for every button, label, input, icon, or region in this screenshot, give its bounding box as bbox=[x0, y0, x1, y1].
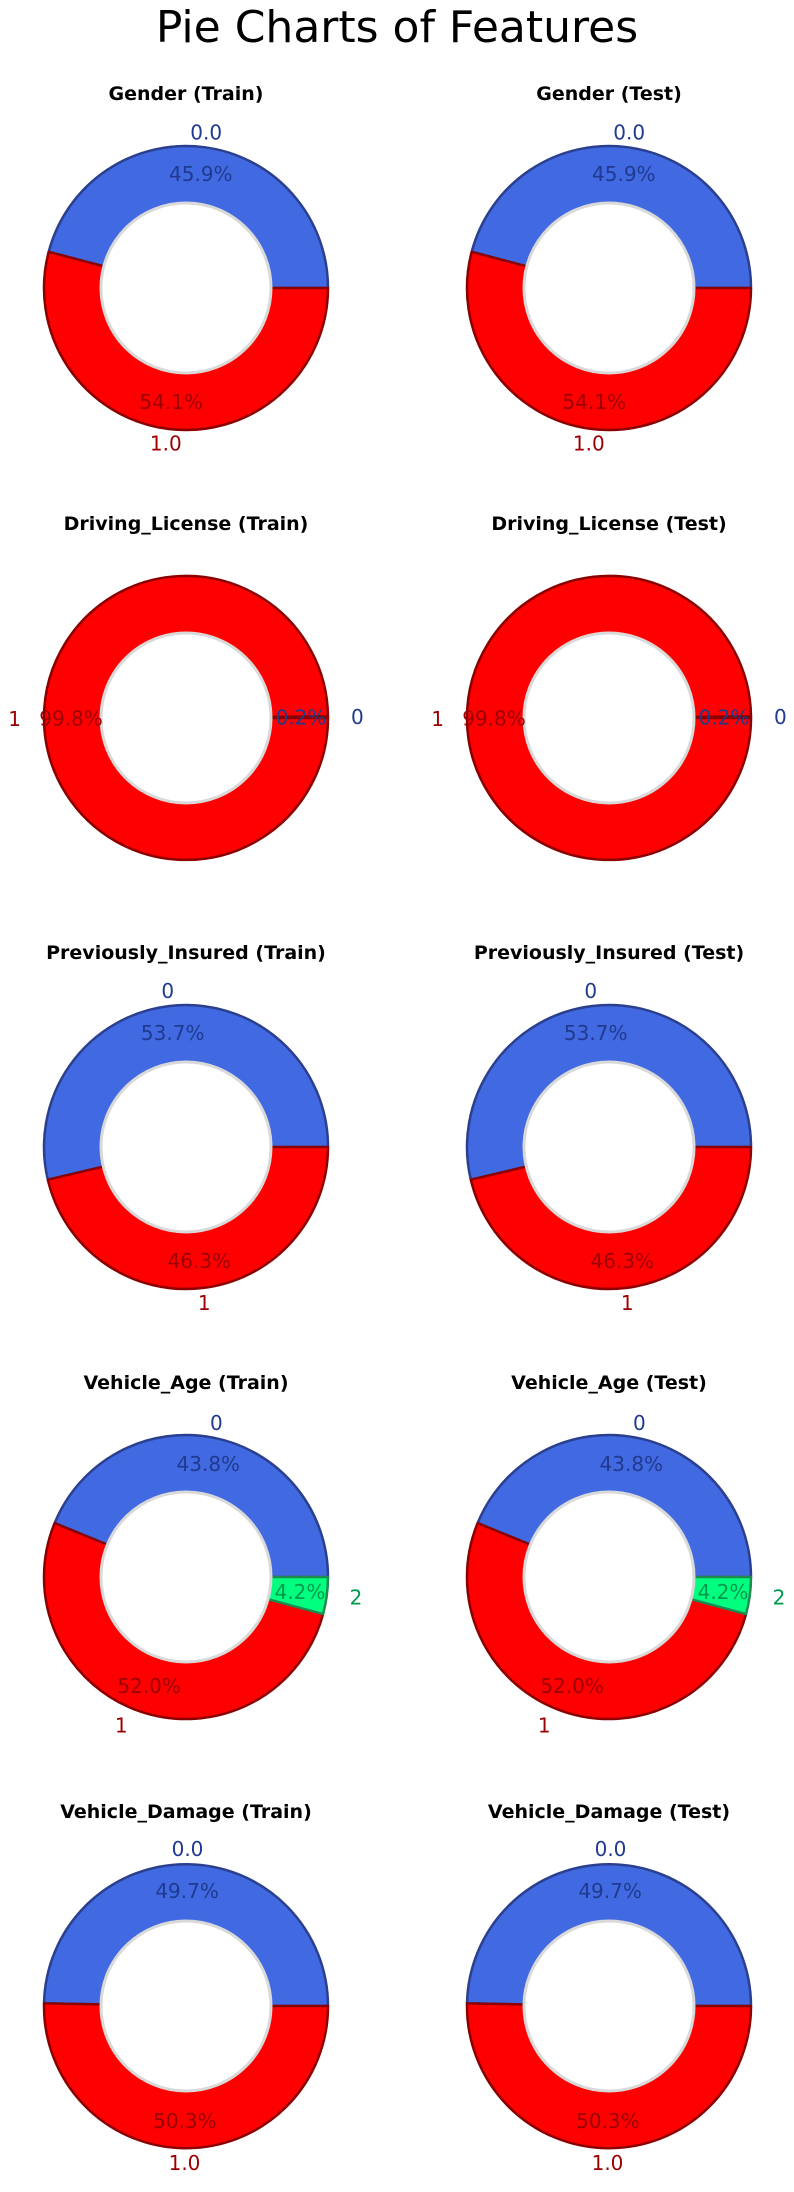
slice-category-label: 1 bbox=[198, 1291, 211, 1315]
slice-percent-label: 53.7% bbox=[141, 1021, 205, 1045]
donut-hole bbox=[99, 1919, 273, 2093]
pie-chart: Vehicle_Damage (Test) 0.0 49.7% 1.0 50.3% bbox=[465, 1801, 753, 2175]
slice-category-label: 2 bbox=[350, 1586, 363, 1610]
donut-hole bbox=[99, 1060, 273, 1234]
pie-chart: Previously_Insured (Train) 0 53.7% 1 46.3% bbox=[42, 942, 330, 1315]
slice-percent-label: 49.7% bbox=[155, 1879, 219, 1903]
chart-title: Gender (Test) bbox=[536, 83, 682, 105]
slice-percent-label: 99.8% bbox=[39, 707, 103, 731]
slice-category-label: 1 bbox=[115, 1714, 128, 1738]
slice-category-label: 2 bbox=[773, 1586, 786, 1610]
slice-category-label: 1.0 bbox=[150, 432, 182, 456]
slice-category-label: 0.0 bbox=[172, 1837, 204, 1861]
slice-percent-label: 43.8% bbox=[600, 1452, 664, 1476]
donut-hole bbox=[522, 1060, 696, 1234]
slice-percent-label: 50.3% bbox=[153, 2109, 217, 2133]
figure-title: Pie Charts of Features bbox=[155, 2, 639, 53]
chart-title: Vehicle_Damage (Train) bbox=[60, 1801, 312, 1823]
donut-hole bbox=[99, 631, 273, 805]
slice-percent-label: 50.3% bbox=[576, 2109, 640, 2133]
pie-chart: Vehicle_Age (Train) 0 43.8% 1 52.0% 2 4.2% bbox=[42, 1372, 363, 1738]
slice-category-label: 1.0 bbox=[592, 2151, 624, 2175]
donut-hole bbox=[522, 631, 696, 805]
slice-category-label: 1.0 bbox=[169, 2151, 201, 2175]
slice-percent-label: 49.7% bbox=[578, 1879, 642, 1903]
pie-chart: Previously_Insured (Test) 0 53.7% 1 46.3% bbox=[465, 942, 753, 1315]
slice-percent-label: 46.3% bbox=[168, 1249, 232, 1273]
donut-hole bbox=[522, 201, 696, 375]
donut-hole bbox=[99, 201, 273, 375]
chart-title: Previously_Insured (Train) bbox=[46, 942, 326, 964]
slice-category-label: 1.0 bbox=[573, 432, 605, 456]
slice-percent-label: 0.2% bbox=[276, 705, 327, 729]
pie-chart: Vehicle_Damage (Train) 0.0 49.7% 1.0 50.3% bbox=[42, 1801, 330, 2175]
slice-percent-label: 54.1% bbox=[139, 390, 203, 414]
chart-title: Previously_Insured (Test) bbox=[474, 942, 744, 964]
slice-percent-label: 53.7% bbox=[564, 1021, 628, 1045]
slice-percent-label: 0.2% bbox=[699, 705, 750, 729]
slice-category-label: 1 bbox=[621, 1291, 634, 1315]
pie-chart: Driving_License (Test) 0 0.2% 1 99.8% bbox=[431, 513, 787, 862]
slice-percent-label: 4.2% bbox=[698, 1580, 749, 1604]
slice-percent-label: 52.0% bbox=[540, 1674, 604, 1698]
slice-percent-label: 43.8% bbox=[177, 1452, 241, 1476]
slice-category-label: 1 bbox=[8, 707, 21, 731]
chart-title: Vehicle_Age (Train) bbox=[83, 1372, 288, 1394]
pie-chart: Vehicle_Age (Test) 0 43.8% 1 52.0% 2 4.2% bbox=[465, 1372, 786, 1738]
donut-hole bbox=[522, 1919, 696, 2093]
slice-percent-label: 54.1% bbox=[562, 390, 626, 414]
slice-category-label: 0 bbox=[774, 705, 787, 729]
chart-title: Gender (Train) bbox=[109, 83, 264, 105]
slice-category-label: 0 bbox=[161, 979, 174, 1003]
chart-title: Vehicle_Damage (Test) bbox=[488, 1801, 730, 1823]
slice-category-label: 0 bbox=[351, 705, 364, 729]
slice-percent-label: 46.3% bbox=[591, 1249, 655, 1273]
slice-category-label: 0 bbox=[210, 1411, 223, 1435]
pie-chart: Driving_License (Train) 0 0.2% 1 99.8% bbox=[8, 513, 364, 862]
slice-category-label: 0.0 bbox=[613, 120, 645, 144]
slice-percent-label: 4.2% bbox=[275, 1580, 326, 1604]
slice-category-label: 0.0 bbox=[190, 120, 222, 144]
chart-title: Vehicle_Age (Test) bbox=[511, 1372, 707, 1394]
pie-chart: Gender (Train) 0.0 45.9% 1.0 54.1% bbox=[42, 83, 330, 456]
slice-category-label: 1 bbox=[538, 1714, 551, 1738]
donut-hole bbox=[99, 1490, 273, 1664]
donut-hole bbox=[522, 1490, 696, 1664]
slice-percent-label: 45.9% bbox=[169, 162, 233, 186]
pie-chart: Gender (Test) 0.0 45.9% 1.0 54.1% bbox=[465, 83, 753, 456]
slice-category-label: 0 bbox=[633, 1411, 646, 1435]
slice-category-label: 1 bbox=[431, 707, 444, 731]
slice-category-label: 0.0 bbox=[595, 1837, 627, 1861]
slice-percent-label: 99.8% bbox=[462, 707, 526, 731]
chart-title: Driving_License (Test) bbox=[491, 513, 726, 535]
slice-percent-label: 52.0% bbox=[117, 1674, 181, 1698]
slice-percent-label: 45.9% bbox=[592, 162, 656, 186]
slice-category-label: 0 bbox=[584, 979, 597, 1003]
chart-title: Driving_License (Train) bbox=[64, 513, 309, 535]
